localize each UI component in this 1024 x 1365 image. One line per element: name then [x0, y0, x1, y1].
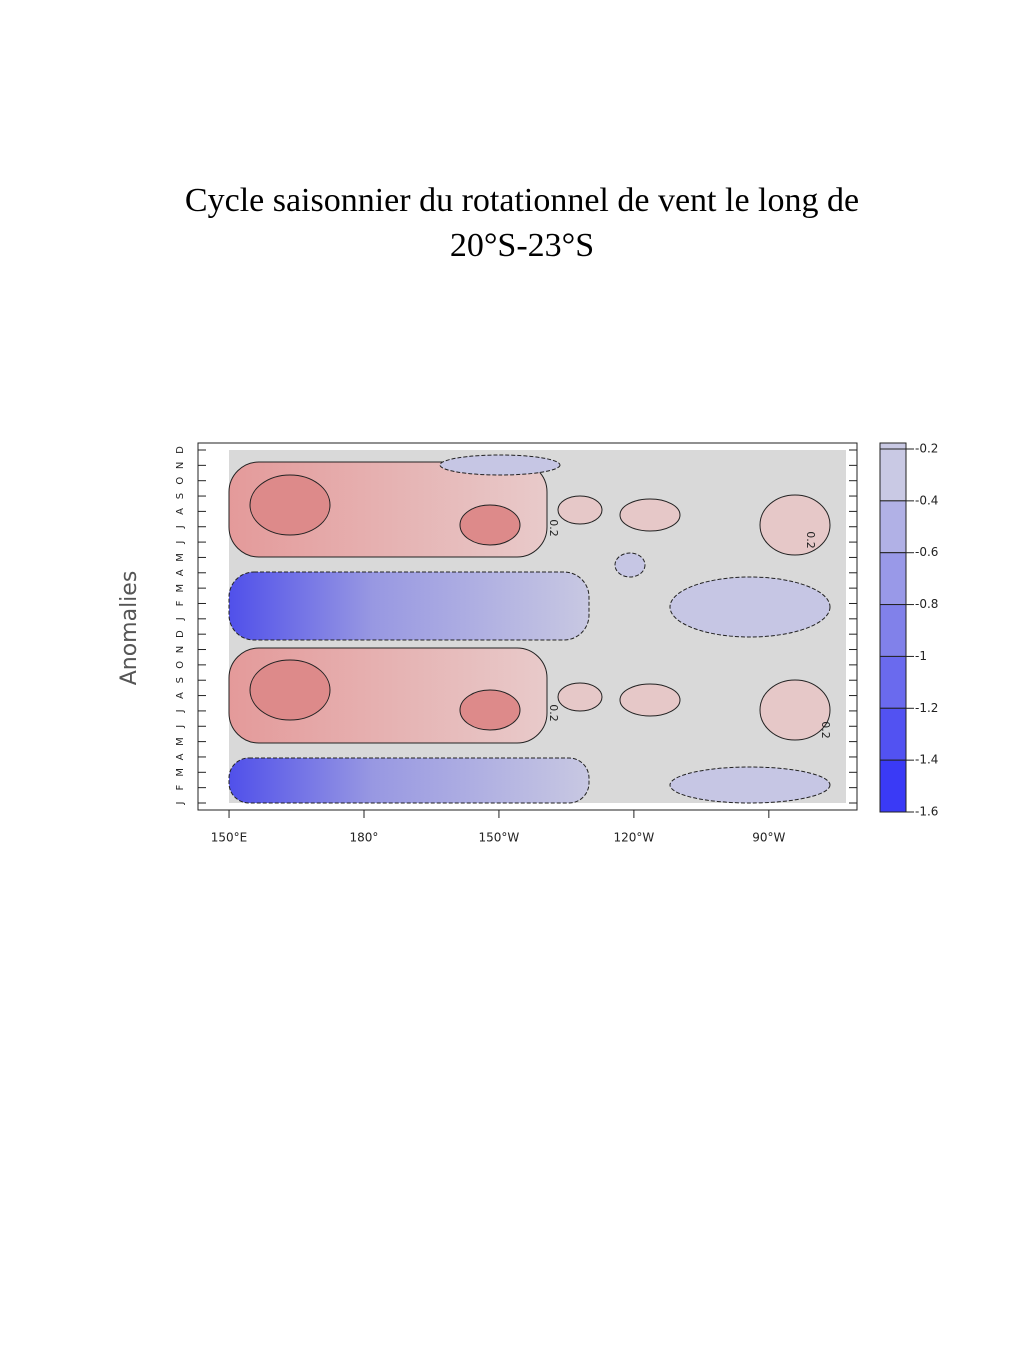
field [228, 450, 846, 804]
y-tick-label: J [175, 541, 186, 545]
y-tick-label: J [175, 617, 186, 621]
x-tick-label: 180° [350, 831, 379, 845]
plot-frame [197, 442, 858, 811]
colorbar-bin [879, 759, 907, 813]
colorbar-bin [879, 500, 907, 554]
y-tick-label: A [175, 508, 186, 515]
x-tick-label: 120°W [613, 831, 654, 845]
y-tick-label: M [175, 553, 186, 562]
contour-label: 0.2 [547, 519, 560, 537]
x-tick-label: 150°W [479, 831, 520, 845]
y-tick-label: A [175, 692, 186, 699]
y-tick-label: O [175, 477, 186, 485]
y-tick-label: M [175, 768, 186, 777]
contour-label: 0.2 [547, 704, 560, 722]
colorbar-label: -1.2 [915, 701, 938, 715]
colorbar-bin [879, 552, 907, 606]
y-tick-label: D [175, 446, 186, 454]
x-tick-label: 90°W [752, 831, 785, 845]
y-tick-label: N [175, 646, 186, 653]
colorbar-bin [879, 655, 907, 709]
colorbar-label: -1.4 [915, 753, 938, 767]
x-tick-label: 150°E [211, 831, 248, 845]
y-tick-label: J [175, 525, 186, 529]
colorbar-label: -0.8 [915, 597, 938, 611]
y-tick-label: S [175, 493, 186, 499]
contour-label: 0.2 [804, 531, 817, 549]
y-tick-label: F [175, 785, 186, 791]
y-tick-label: F [175, 600, 186, 606]
y-tick-label: J [175, 709, 186, 713]
y-tick-label: M [175, 584, 186, 593]
colorbar-top [879, 442, 907, 450]
y-tick-label: M [175, 737, 186, 746]
y-tick-label: A [175, 569, 186, 576]
y-tick-label: N [175, 462, 186, 469]
contour-label: 0.2 [819, 721, 832, 739]
title: Cycle saisonnier du rotationnel de vent … [185, 182, 859, 219]
y-tick-label: O [175, 661, 186, 669]
colorbar-bin [879, 448, 907, 502]
y-tick-label: S [175, 677, 186, 683]
colorbar-bin [879, 604, 907, 657]
subtitle: 20°S-23°S [450, 227, 594, 264]
y-tick-label: A [175, 753, 186, 760]
colorbar-label: -0.4 [915, 493, 938, 507]
colorbar-label: -0.6 [915, 545, 938, 559]
colorbar-label: -1.6 [915, 805, 938, 819]
colorbar-label: -1 [915, 649, 927, 663]
y-label: Anomalies [117, 571, 142, 686]
colorbar-label: -0.2 [915, 442, 938, 456]
y-tick-label: J [175, 802, 186, 806]
y-tick-label: D [175, 630, 186, 638]
y-tick-label: J [175, 725, 186, 729]
colorbar-bin [879, 707, 907, 761]
